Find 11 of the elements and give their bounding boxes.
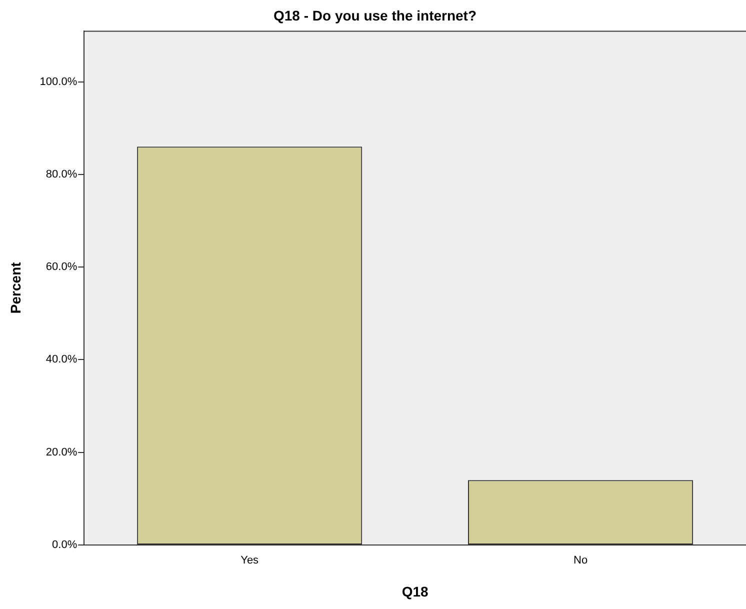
x-tick-label: Yes xyxy=(240,554,260,567)
y-tick-label: 20.0% xyxy=(46,446,78,458)
y-tick-label: 100.0% xyxy=(40,76,78,88)
y-axis-title: Percent xyxy=(7,262,24,314)
chart-title: Q18 - Do you use the internet? xyxy=(273,7,477,24)
x-axis-title: Q18 xyxy=(402,583,428,600)
y-tick-label: 40.0% xyxy=(46,354,78,366)
y-tick-label: 0.0% xyxy=(52,539,78,552)
x-tick-label: No xyxy=(573,554,588,567)
y-tick-label: 80.0% xyxy=(46,168,78,180)
y-tick-label: 60.0% xyxy=(46,261,78,274)
